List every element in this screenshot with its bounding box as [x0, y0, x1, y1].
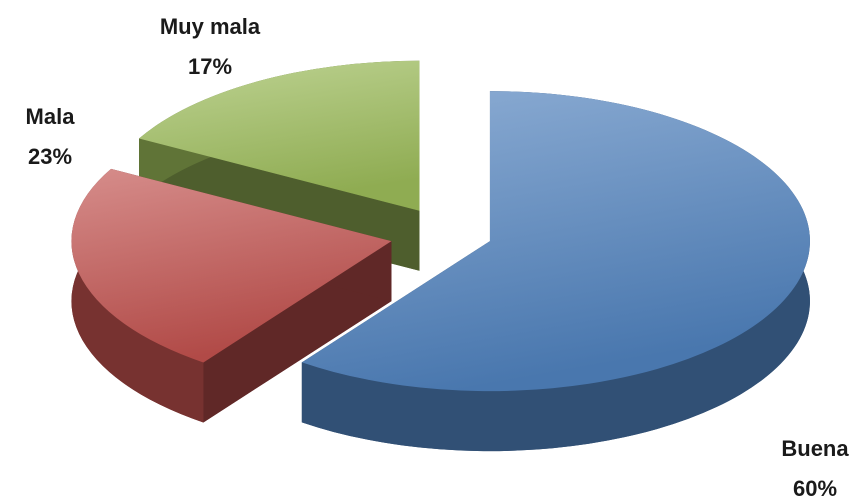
pie-slice-group [301, 91, 810, 452]
pie-slice [301, 91, 810, 392]
pie-slice [139, 60, 420, 211]
slice-label: Mala [26, 104, 76, 129]
slice-value-label: 17% [188, 54, 232, 79]
slice-label: Buena [781, 436, 849, 461]
slice-value-label: 23% [28, 144, 72, 169]
slice-label: Muy mala [160, 14, 261, 39]
pie-slice [71, 168, 392, 363]
slice-value-label: 60% [793, 476, 837, 501]
pie-slice-group [71, 168, 392, 423]
